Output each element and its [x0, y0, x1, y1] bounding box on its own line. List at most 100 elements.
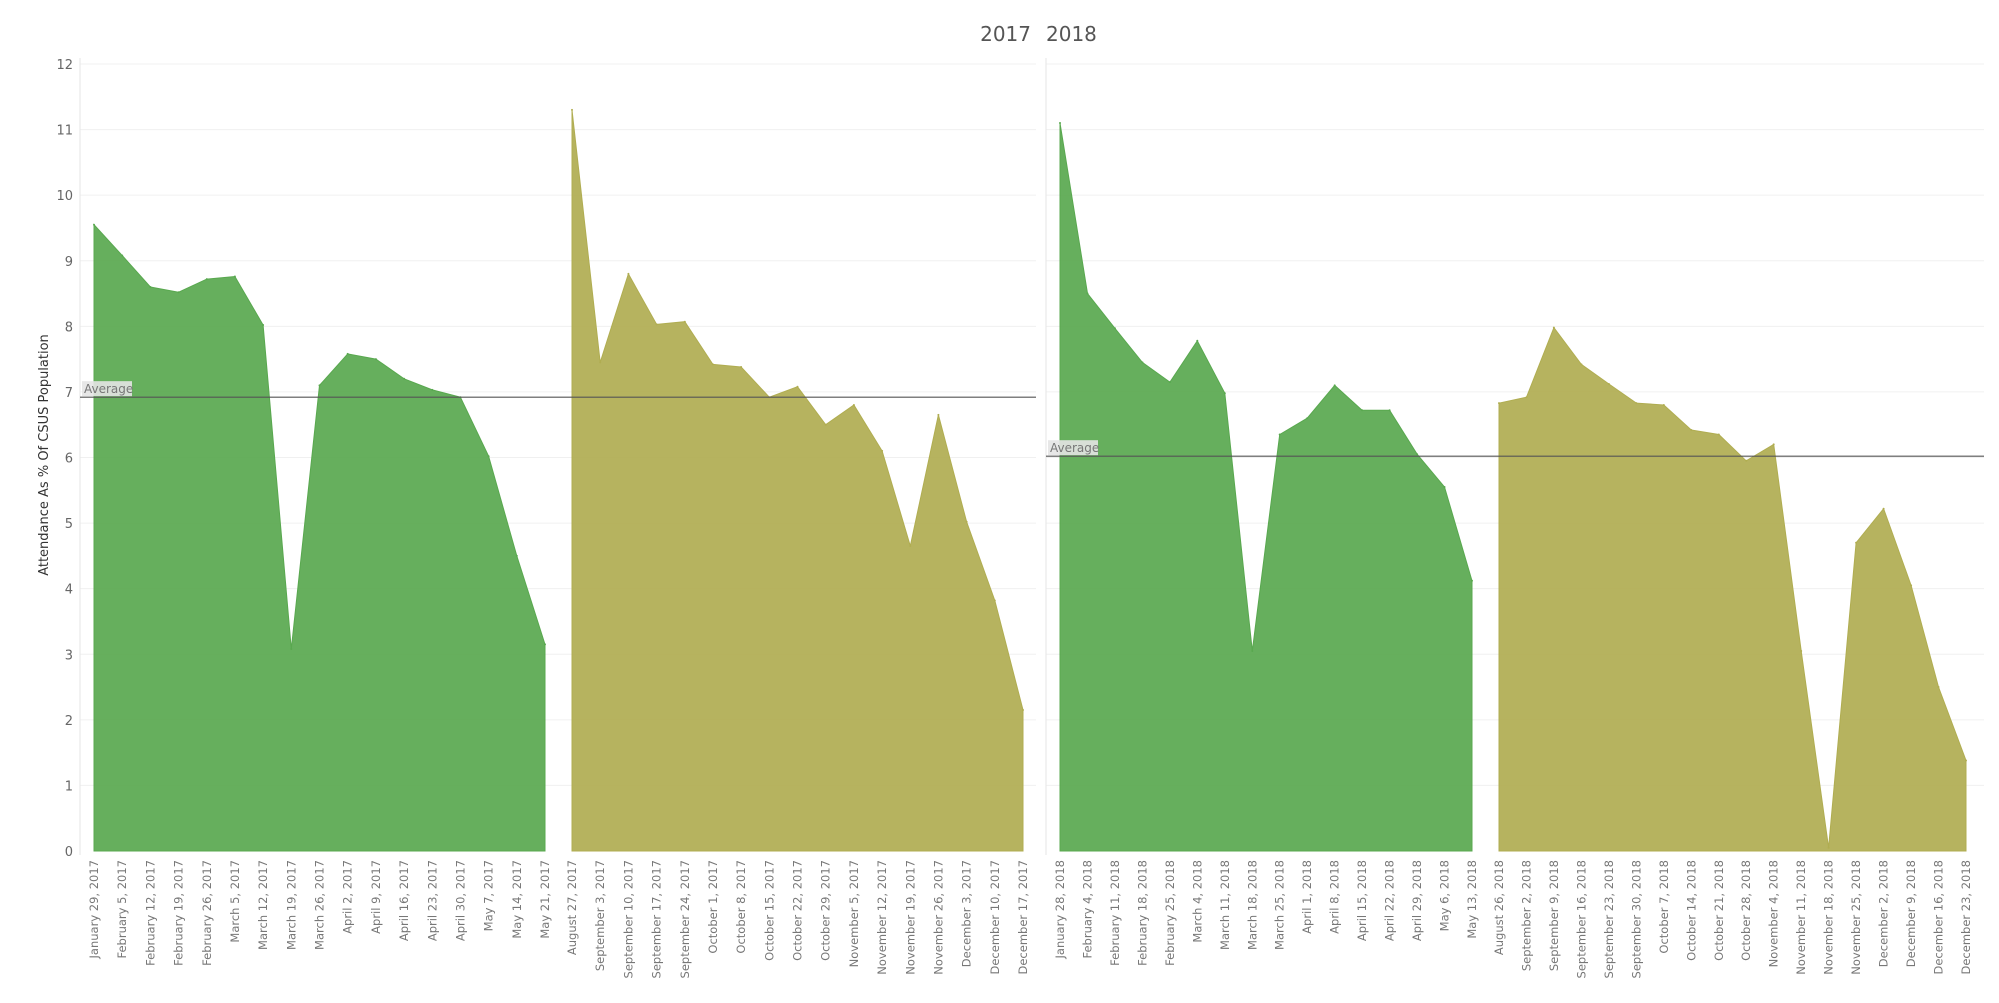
data-point [1937, 686, 1940, 688]
x-tick-label: October 15, 2017 [762, 860, 776, 961]
x-tick-label: May 14, 2017 [510, 860, 524, 939]
data-point [1059, 122, 1061, 124]
data-point [1471, 579, 1473, 582]
data-point [1690, 429, 1693, 431]
y-tick-label: 4 [65, 583, 73, 598]
data-point [937, 413, 940, 416]
x-tick-label: March 11, 2018 [1218, 860, 1232, 950]
x-tick-label: April 8, 2018 [1328, 860, 1342, 934]
x-tick-label: March 4, 2018 [1190, 860, 1204, 943]
data-point [121, 254, 124, 257]
data-point [1223, 392, 1226, 395]
x-tick-label: February 4, 2018 [1081, 860, 1095, 959]
y-tick-label: 1 [65, 779, 73, 794]
data-point [1416, 453, 1419, 456]
data-point [1443, 486, 1446, 488]
x-tick-label: April 15, 2018 [1355, 860, 1369, 941]
x-tick-label: August 27, 2017 [565, 860, 579, 955]
x-tick-label: September 24, 2017 [678, 860, 692, 978]
data-point [1662, 404, 1665, 406]
y-tick-label: 2 [65, 714, 73, 729]
data-point [1882, 507, 1885, 510]
panel-title: 2018 [1046, 22, 1097, 46]
data-point [683, 320, 686, 323]
data-point [1278, 433, 1281, 436]
y-axis-label: Attendance As % Of CSUS Population [37, 334, 52, 576]
x-tick-label: October 21, 2018 [1712, 860, 1726, 961]
x-tick-label: September 30, 2018 [1629, 860, 1643, 978]
x-tick-label: October 28, 2018 [1739, 860, 1753, 961]
data-point [1141, 361, 1144, 364]
x-tick-label: September 17, 2017 [650, 860, 664, 978]
y-tick-label: 6 [65, 452, 73, 467]
data-point [655, 323, 658, 326]
data-point [1086, 292, 1089, 295]
x-tick-label: February 12, 2017 [143, 860, 157, 966]
data-point [571, 108, 573, 111]
average-label-bg [1048, 440, 1098, 456]
x-tick-label: August 26, 2018 [1492, 860, 1506, 955]
x-tick-label: September 3, 2017 [593, 860, 607, 971]
data-point [1580, 363, 1583, 366]
data-point [1113, 327, 1116, 330]
data-point [1498, 402, 1500, 405]
x-tick-label: November 18, 2018 [1822, 860, 1836, 975]
data-point [599, 361, 602, 364]
x-tick-label: March 25, 2018 [1273, 860, 1287, 950]
y-tick-label: 11 [56, 124, 73, 139]
data-point [1717, 433, 1720, 436]
data-point [346, 352, 349, 355]
data-point [627, 272, 630, 275]
area-series [93, 223, 546, 852]
area-series [571, 109, 1024, 852]
x-tick-label: May 7, 2017 [482, 860, 496, 931]
data-point [1525, 396, 1528, 399]
x-tick-label: May 13, 2018 [1465, 860, 1479, 939]
data-point [1552, 326, 1555, 329]
x-tick-label: November 19, 2017 [903, 860, 917, 975]
x-tick-label: September 9, 2018 [1547, 860, 1561, 971]
x-tick-label: September 10, 2017 [621, 860, 635, 978]
data-point [1306, 417, 1309, 420]
data-point [515, 554, 518, 557]
x-tick-label: February 26, 2017 [200, 860, 214, 966]
data-point [205, 278, 208, 281]
x-tick-label: November 12, 2017 [875, 860, 889, 975]
x-tick-label: April 1, 2018 [1300, 860, 1314, 934]
data-point [177, 291, 180, 294]
data-point [1196, 339, 1199, 342]
y-tick-label: 3 [65, 648, 73, 663]
x-tick-label: April 30, 2017 [453, 860, 467, 941]
average-label: Average [84, 382, 133, 396]
data-point [824, 423, 827, 426]
data-point [374, 358, 377, 361]
x-tick-label: February 25, 2018 [1163, 860, 1177, 966]
data-point [965, 520, 968, 523]
average-label: Average [1050, 441, 1099, 455]
x-tick-label: March 19, 2017 [284, 860, 298, 950]
data-point [1022, 709, 1024, 711]
x-tick-label: March 18, 2018 [1245, 860, 1259, 950]
x-tick-label: February 11, 2018 [1108, 860, 1122, 966]
data-point [233, 275, 236, 278]
data-point [909, 545, 912, 547]
data-point [1388, 409, 1391, 412]
x-tick-label: February 5, 2017 [115, 860, 129, 959]
area-series [1498, 326, 1967, 852]
data-point [487, 455, 490, 458]
x-tick-label: February 19, 2017 [172, 860, 186, 966]
data-point [1635, 402, 1638, 405]
y-tick-label: 0 [65, 845, 73, 860]
data-point [1965, 759, 1967, 762]
x-tick-label: November 26, 2017 [931, 860, 945, 975]
data-point [1800, 650, 1803, 652]
data-point [1607, 383, 1610, 385]
x-tick-label: May 21, 2017 [538, 860, 552, 939]
x-tick-label: April 2, 2017 [341, 860, 355, 934]
panel-title: 2017 [980, 22, 1031, 46]
y-tick-label: 5 [65, 517, 73, 532]
data-point [544, 643, 546, 646]
x-tick-label: March 26, 2017 [313, 860, 327, 950]
x-tick-label: December 2, 2018 [1877, 860, 1891, 967]
data-point [431, 388, 434, 391]
